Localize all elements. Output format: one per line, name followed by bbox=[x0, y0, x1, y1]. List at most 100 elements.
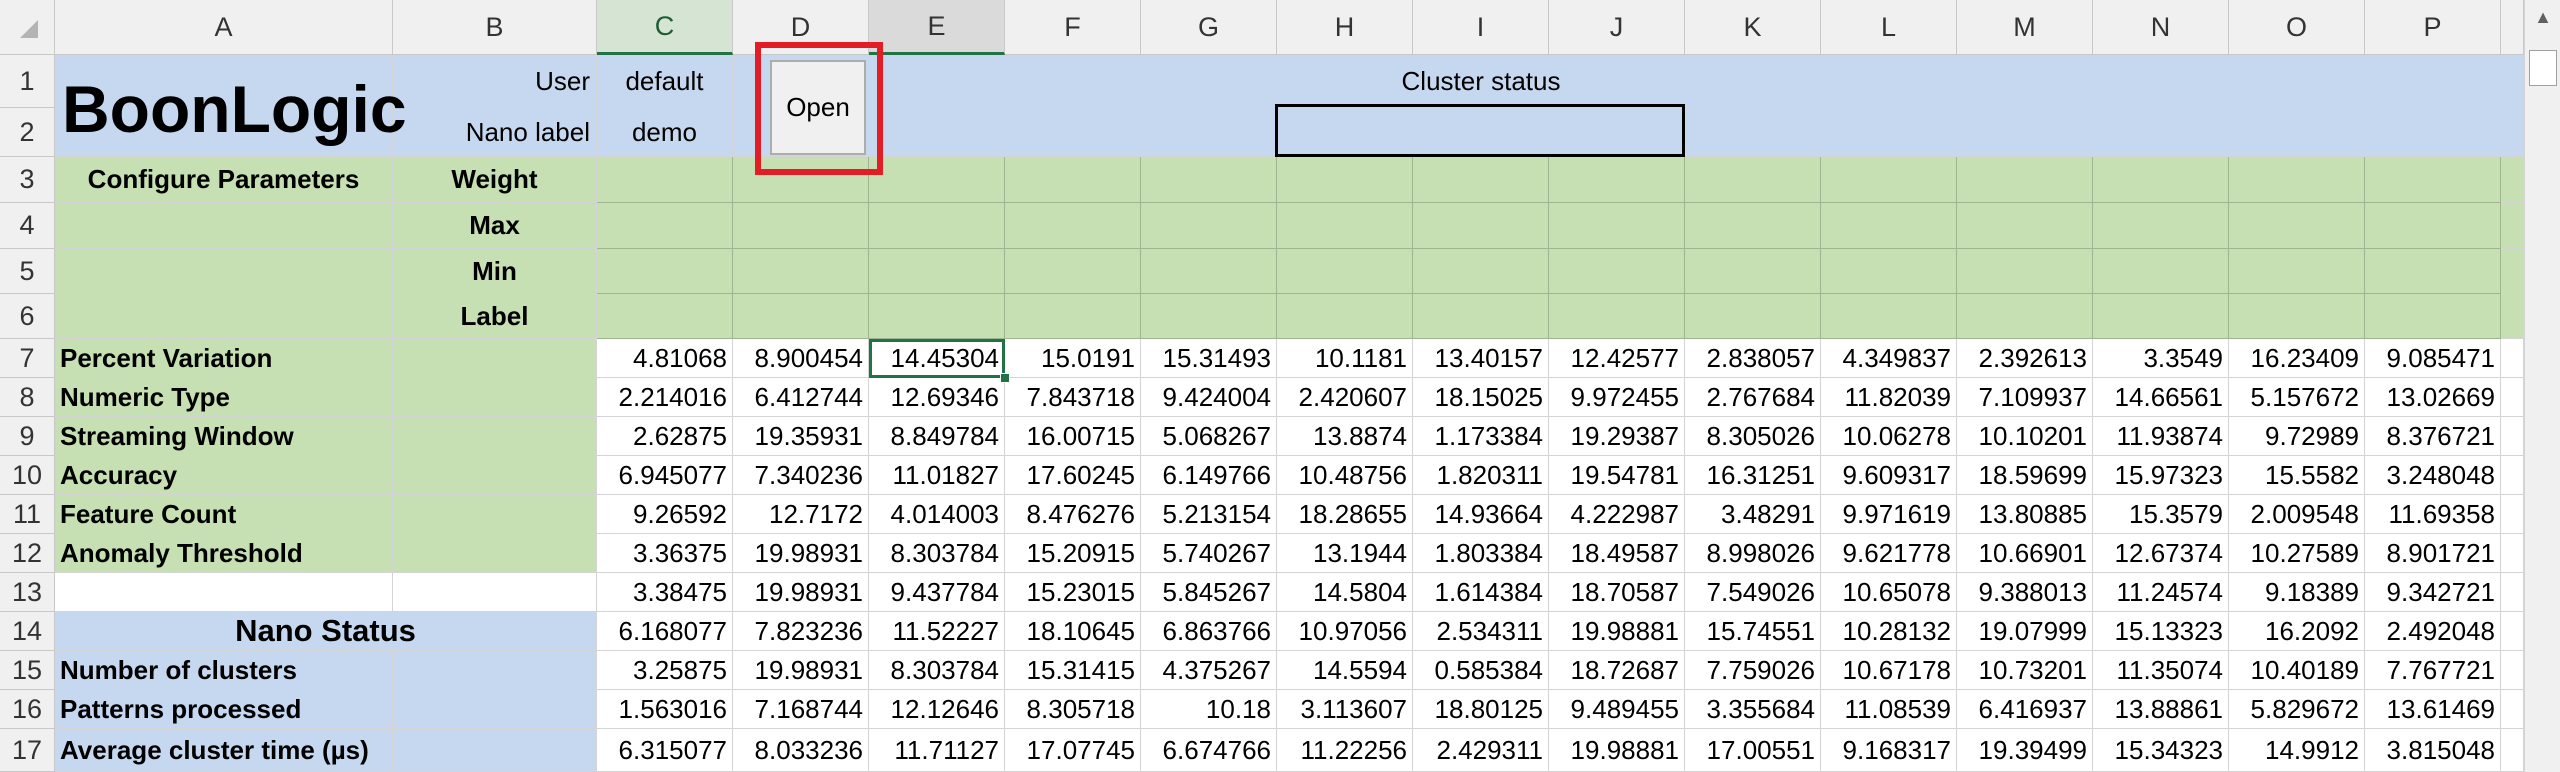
config-input-cell[interactable] bbox=[1685, 294, 1821, 339]
data-cell[interactable]: 15.31493 bbox=[1141, 339, 1277, 378]
config-input-cell[interactable] bbox=[1277, 203, 1413, 249]
data-cell[interactable]: 19.54781 bbox=[1549, 456, 1685, 495]
data-cell[interactable]: 13.1944 bbox=[1277, 534, 1413, 573]
data-cell[interactable]: 3.25875 bbox=[597, 651, 733, 690]
row-header-6[interactable]: 6 bbox=[0, 294, 55, 339]
config-input-cell[interactable] bbox=[1821, 294, 1957, 339]
config-input-cell[interactable] bbox=[2229, 203, 2365, 249]
data-cell[interactable]: 10.10201 bbox=[1957, 417, 2093, 456]
data-cell[interactable]: 6.168077 bbox=[597, 612, 733, 651]
data-cell[interactable]: 8.849784 bbox=[869, 417, 1005, 456]
data-cell[interactable]: 19.35931 bbox=[733, 417, 869, 456]
vertical-scrollbar[interactable]: ▲ bbox=[2524, 0, 2560, 772]
config-input-cell[interactable] bbox=[1821, 157, 1957, 203]
data-cell[interactable]: 10.67178 bbox=[1821, 651, 1957, 690]
data-cell[interactable]: 11.08539 bbox=[1821, 690, 1957, 729]
data-cell[interactable]: 13.02669 bbox=[2365, 378, 2501, 417]
data-cell[interactable]: 10.28132 bbox=[1821, 612, 1957, 651]
data-cell[interactable]: 3.48291 bbox=[1685, 495, 1821, 534]
data-cell[interactable]: 13.40157 bbox=[1413, 339, 1549, 378]
nano-value-cell[interactable]: demo bbox=[597, 108, 733, 157]
column-header-b[interactable]: B bbox=[393, 0, 597, 55]
data-cell[interactable]: 8.305718 bbox=[1005, 690, 1141, 729]
config-input-cell[interactable] bbox=[2365, 294, 2501, 339]
data-cell[interactable]: 17.60245 bbox=[1005, 456, 1141, 495]
data-cell[interactable]: 16.2092 bbox=[2229, 612, 2365, 651]
column-header-e[interactable]: E bbox=[869, 0, 1005, 55]
data-cell[interactable]: 1.563016 bbox=[597, 690, 733, 729]
config-input-cell[interactable] bbox=[2093, 157, 2229, 203]
column-header-f[interactable]: F bbox=[1005, 0, 1141, 55]
data-cell[interactable]: 10.06278 bbox=[1821, 417, 1957, 456]
data-cell[interactable]: 15.23015 bbox=[1005, 573, 1141, 612]
data-cell[interactable]: 15.3579 bbox=[2093, 495, 2229, 534]
data-cell[interactable]: 18.15025 bbox=[1413, 378, 1549, 417]
config-input-cell[interactable] bbox=[869, 203, 1005, 249]
data-cell[interactable]: 6.945077 bbox=[597, 456, 733, 495]
data-cell[interactable]: 5.157672 bbox=[2229, 378, 2365, 417]
column-header-h[interactable]: H bbox=[1277, 0, 1413, 55]
data-cell[interactable]: 4.81068 bbox=[597, 339, 733, 378]
data-cell[interactable]: 16.00715 bbox=[1005, 417, 1141, 456]
config-input-cell[interactable] bbox=[733, 157, 869, 203]
data-cell[interactable]: 10.65078 bbox=[1821, 573, 1957, 612]
config-input-cell[interactable] bbox=[2093, 203, 2229, 249]
data-cell[interactable]: 10.73201 bbox=[1957, 651, 2093, 690]
row-header-4[interactable]: 4 bbox=[0, 203, 55, 249]
column-header-p[interactable]: P bbox=[2365, 0, 2501, 55]
data-cell[interactable]: 11.22256 bbox=[1277, 729, 1413, 772]
data-cell[interactable]: 6.416937 bbox=[1957, 690, 2093, 729]
data-cell[interactable]: 5.068267 bbox=[1141, 417, 1277, 456]
config-input-cell[interactable] bbox=[1549, 294, 1685, 339]
data-cell[interactable]: 2.009548 bbox=[2229, 495, 2365, 534]
data-cell[interactable]: 13.61469 bbox=[2365, 690, 2501, 729]
data-cell[interactable]: 15.5582 bbox=[2229, 456, 2365, 495]
data-cell[interactable]: 9.489455 bbox=[1549, 690, 1685, 729]
data-cell[interactable]: 4.014003 bbox=[869, 495, 1005, 534]
data-cell[interactable]: 8.476276 bbox=[1005, 495, 1141, 534]
data-cell[interactable]: 12.69346 bbox=[869, 378, 1005, 417]
column-header-d[interactable]: D bbox=[733, 0, 869, 55]
data-cell[interactable]: 2.214016 bbox=[597, 378, 733, 417]
data-cell[interactable]: 3.815048 bbox=[2365, 729, 2501, 772]
config-input-cell[interactable] bbox=[1685, 157, 1821, 203]
row-header-2[interactable]: 2 bbox=[0, 108, 55, 157]
data-cell[interactable]: 14.5594 bbox=[1277, 651, 1413, 690]
data-cell[interactable]: 19.39499 bbox=[1957, 729, 2093, 772]
data-cell[interactable]: 19.98931 bbox=[733, 651, 869, 690]
column-header-o[interactable]: O bbox=[2229, 0, 2365, 55]
scrollbar-thumb[interactable] bbox=[2529, 50, 2557, 86]
data-cell[interactable]: 7.549026 bbox=[1685, 573, 1821, 612]
data-cell[interactable]: 11.69358 bbox=[2365, 495, 2501, 534]
column-header-j[interactable]: J bbox=[1549, 0, 1685, 55]
config-input-cell[interactable] bbox=[1957, 157, 2093, 203]
data-cell[interactable]: 1.820311 bbox=[1413, 456, 1549, 495]
data-cell[interactable]: 18.72687 bbox=[1549, 651, 1685, 690]
data-cell[interactable]: 7.340236 bbox=[733, 456, 869, 495]
config-input-cell[interactable] bbox=[1141, 249, 1277, 294]
row-header-15[interactable]: 15 bbox=[0, 651, 55, 690]
data-cell[interactable]: 11.82039 bbox=[1821, 378, 1957, 417]
data-cell[interactable]: 11.35074 bbox=[2093, 651, 2229, 690]
data-cell[interactable]: 0.585384 bbox=[1413, 651, 1549, 690]
config-input-cell[interactable] bbox=[869, 249, 1005, 294]
column-header-l[interactable]: L bbox=[1821, 0, 1957, 55]
fill-handle[interactable] bbox=[1000, 373, 1010, 383]
config-input-cell[interactable] bbox=[2093, 249, 2229, 294]
data-cell[interactable]: 12.7172 bbox=[733, 495, 869, 534]
data-cell[interactable]: 12.67374 bbox=[2093, 534, 2229, 573]
row-header-10[interactable]: 10 bbox=[0, 456, 55, 495]
config-input-cell[interactable] bbox=[1549, 203, 1685, 249]
data-cell[interactable]: 9.424004 bbox=[1141, 378, 1277, 417]
config-input-cell[interactable] bbox=[597, 203, 733, 249]
data-cell[interactable]: 8.033236 bbox=[733, 729, 869, 772]
data-cell[interactable]: 8.900454 bbox=[733, 339, 869, 378]
config-input-cell[interactable] bbox=[1957, 294, 2093, 339]
row-header-16[interactable]: 16 bbox=[0, 690, 55, 729]
config-input-cell[interactable] bbox=[869, 157, 1005, 203]
data-cell[interactable]: 18.59699 bbox=[1957, 456, 2093, 495]
data-cell[interactable]: 15.97323 bbox=[2093, 456, 2229, 495]
data-cell[interactable]: 9.26592 bbox=[597, 495, 733, 534]
data-cell[interactable]: 7.759026 bbox=[1685, 651, 1821, 690]
data-cell[interactable]: 11.24574 bbox=[2093, 573, 2229, 612]
